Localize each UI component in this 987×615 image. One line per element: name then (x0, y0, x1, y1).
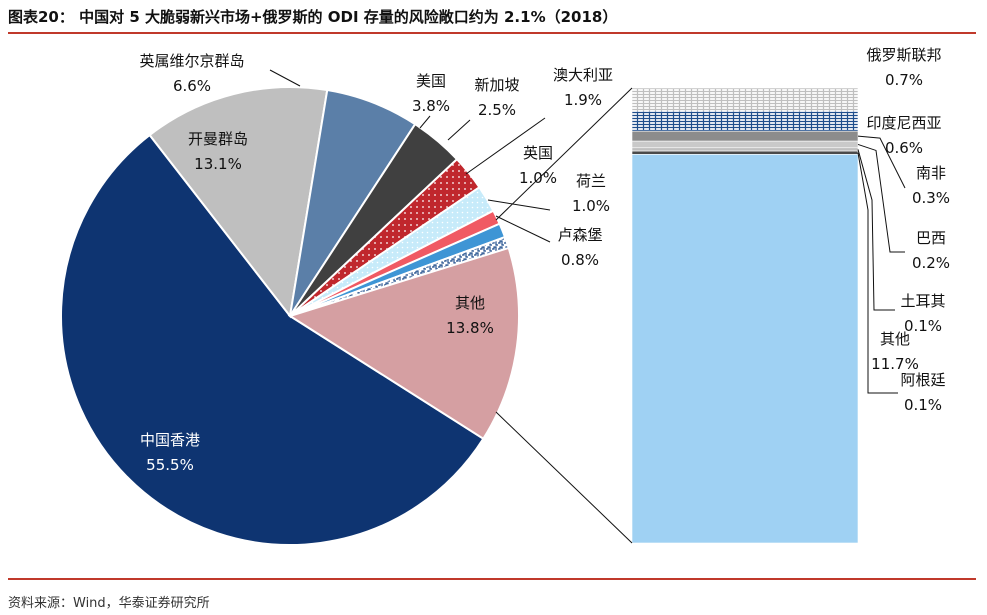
pie-label-value-8: 1.0% (572, 197, 610, 215)
pie-label-value-1: 55.5% (146, 456, 194, 474)
pie-label-value-10: 13.8% (446, 319, 494, 337)
bar-label-value-5: 0.1% (904, 317, 942, 335)
stacked-bar (631, 87, 859, 544)
pie-leader-5 (447, 119, 471, 141)
pie-leader-3 (269, 69, 301, 87)
pie-label-value-6: 1.9% (564, 91, 602, 109)
bar-label-name-3: 南非 (916, 164, 946, 182)
bar-label-name-7: 其他 (880, 330, 910, 348)
bar-segment-5 (631, 147, 859, 152)
bar-label-name-2: 印度尼西亚 (866, 114, 941, 132)
pie-slice-1 (60, 133, 485, 546)
bar-segment-4 (631, 140, 859, 149)
bar-label-name-5: 土耳其 (900, 292, 945, 310)
bar-segment-6 (631, 150, 859, 155)
pie-label-name-8: 荷兰 (576, 172, 606, 190)
chart-title: 图表20： 中国对 5 大脆弱新兴市场+俄罗斯的 ODI 存量的风险敞口约为 2… (8, 8, 618, 26)
pie-label-value-3: 6.6% (173, 77, 211, 95)
bar-leader-4 (857, 143, 905, 253)
bar-segment-7 (631, 154, 859, 544)
bar-label-value-3: 0.3% (912, 189, 950, 207)
bar-label-value-4: 0.2% (912, 254, 950, 272)
pie-label-value-4: 3.8% (412, 97, 450, 115)
bar-label-value-1: 0.7% (885, 71, 923, 89)
footer-divider (8, 578, 976, 580)
pie-slice-2 (148, 86, 329, 319)
pie-label-name-3: 英属维尔京群岛 (139, 52, 244, 70)
pie-label-name-2: 开曼群岛 (188, 130, 248, 148)
bar-label-value-6: 0.1% (904, 396, 942, 414)
bar-segment-1 (631, 87, 859, 112)
pie-label-name-7: 英国 (523, 144, 553, 162)
pie-label-name-4: 美国 (416, 72, 446, 90)
bar-label-value-7: 11.7% (871, 355, 919, 373)
pie-leader-6 (465, 117, 546, 175)
pie-label-name-10: 其他 (455, 294, 485, 312)
bar-leader-6 (857, 152, 898, 394)
chart-labels: 中国香港 55.5% 开曼群岛 13.1% 英属维尔京群岛 6.6% 美国 3.8% 新加坡 2.… (139, 46, 950, 474)
pie-label-name-9: 卢森堡 (557, 226, 602, 244)
source-note: 资料来源：Wind，华泰证券研究所 (8, 596, 210, 611)
bar-segment-3 (631, 130, 859, 142)
connector-lines (269, 69, 906, 544)
bar-label-name-4: 巴西 (916, 229, 946, 247)
pie-label-value-2: 13.1% (194, 155, 242, 173)
pie-leader-8 (487, 199, 551, 211)
pie-chart (60, 86, 520, 546)
bar-label-value-2: 0.6% (885, 139, 923, 157)
pie-slice-10 (287, 246, 520, 441)
pie-label-value-5: 2.5% (478, 101, 516, 119)
pie-label-value-7: 1.0% (519, 169, 557, 187)
bar-label-name-1: 俄罗斯联邦 (866, 46, 941, 64)
pie-label-value-9: 0.8% (561, 251, 599, 269)
pie-label-name-5: 新加坡 (474, 76, 519, 94)
title-divider (8, 32, 976, 34)
pie-leader-9 (495, 215, 551, 243)
connector-bottom (495, 411, 633, 544)
bar-leader-3 (857, 135, 906, 189)
bar-leader-5 (857, 149, 895, 311)
bar-label-name-6: 阿根廷 (900, 371, 945, 389)
bar-segment-2 (631, 110, 859, 132)
connector-top (495, 87, 633, 221)
pie-leader-4 (419, 115, 431, 129)
pie-label-name-6: 澳大利亚 (553, 66, 613, 84)
pie-label-name-1: 中国香港 (140, 431, 200, 449)
